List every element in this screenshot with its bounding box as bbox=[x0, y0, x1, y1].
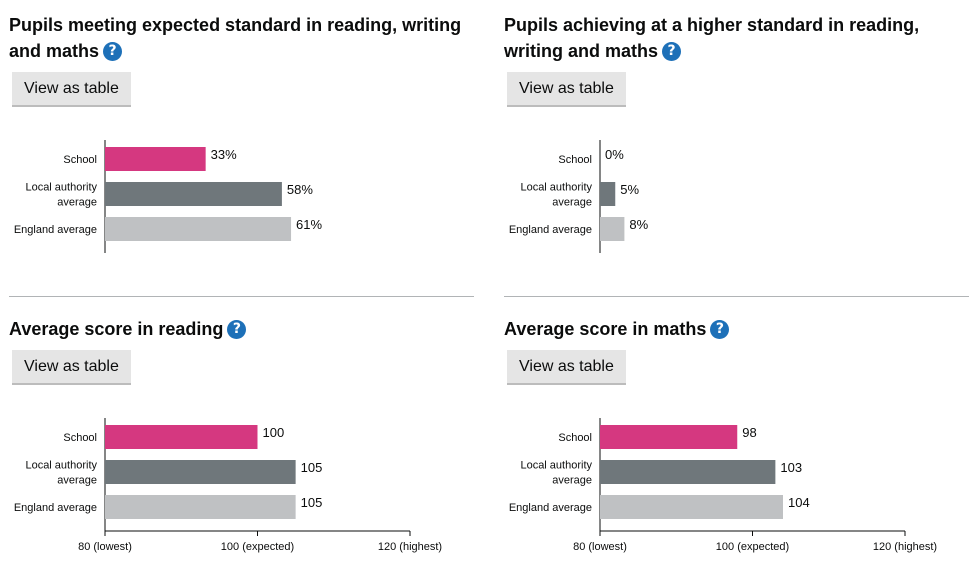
category-label-local-authority-average: Local authority average bbox=[520, 182, 592, 209]
bar-local-authority-average bbox=[600, 460, 776, 484]
bar-england-average bbox=[600, 495, 783, 519]
category-label-school: School bbox=[63, 432, 97, 444]
x-tick-label: 120 (highest) bbox=[378, 541, 442, 553]
category-label-england-average: England average bbox=[509, 502, 592, 514]
bar-school bbox=[105, 147, 206, 171]
category-label-local-authority-average: Local authority average bbox=[520, 460, 592, 487]
help-icon[interactable]: ? bbox=[227, 320, 247, 339]
chart-higher-standard: 0% School 5% Local authority average 8% Englan… bbox=[509, 140, 649, 253]
view-as-table-button[interactable]: View as table bbox=[12, 350, 131, 385]
divider bbox=[9, 296, 474, 297]
chart-average-reading: 100 School 105 Local authority average 105 Eng… bbox=[14, 418, 442, 553]
x-tick-label: 80 (lowest) bbox=[78, 541, 132, 553]
chart-average-maths: 98 School 103 Local authority average 104 Engl… bbox=[509, 418, 937, 553]
view-as-table-button[interactable]: View as table bbox=[12, 72, 131, 107]
data-label-school: 98 bbox=[742, 425, 756, 440]
bar-england-average bbox=[105, 495, 296, 519]
panel-title: Average score in reading? bbox=[9, 316, 247, 342]
bar-local-authority-average bbox=[600, 182, 616, 206]
category-label-local-authority-average: Local authority average bbox=[25, 460, 97, 487]
view-as-table-button[interactable]: View as table bbox=[507, 350, 626, 385]
panel-higher-standard: Pupils achieving at a higher standard in… bbox=[504, 12, 974, 272]
data-label-local-authority-average: 105 bbox=[301, 460, 323, 475]
category-label-school: School bbox=[558, 154, 592, 166]
divider bbox=[504, 296, 969, 297]
help-icon[interactable]: ? bbox=[662, 42, 682, 61]
bar-england-average bbox=[105, 217, 292, 241]
help-icon[interactable]: ? bbox=[103, 42, 123, 61]
panel-average-maths: Average score in maths? View as table bbox=[504, 316, 974, 396]
category-label-school: School bbox=[558, 432, 592, 444]
category-label-school: School bbox=[63, 154, 97, 166]
data-label-england-average: 61% bbox=[296, 217, 322, 232]
x-tick-label: 100 (expected) bbox=[716, 541, 789, 553]
bar-school bbox=[105, 425, 258, 449]
data-label-england-average: 104 bbox=[788, 495, 810, 510]
category-label-england-average: England average bbox=[14, 224, 97, 236]
category-label-local-authority-average: Local authority average bbox=[25, 182, 97, 209]
panel-average-reading: Average score in reading? View as table bbox=[9, 316, 479, 396]
data-label-school: 100 bbox=[263, 425, 285, 440]
data-label-local-authority-average: 103 bbox=[780, 460, 802, 475]
bar-local-authority-average bbox=[105, 460, 296, 484]
data-label-england-average: 105 bbox=[301, 495, 323, 510]
data-label-england-average: 8% bbox=[629, 217, 648, 232]
panel-title: Average score in maths? bbox=[504, 316, 730, 342]
category-label-england-average: England average bbox=[509, 224, 592, 236]
panel-expected-standard: Pupils meeting expected standard in read… bbox=[9, 12, 479, 272]
panel-title: Pupils meeting expected standard in read… bbox=[9, 15, 462, 61]
help-icon[interactable]: ? bbox=[710, 320, 730, 339]
bar-school bbox=[600, 425, 738, 449]
category-label-england-average: England average bbox=[14, 502, 97, 514]
x-tick-label: 80 (lowest) bbox=[573, 541, 627, 553]
chart-expected-standard: 33% School 58% Local authority average 61% Eng… bbox=[14, 140, 323, 253]
data-label-school: 0% bbox=[605, 147, 624, 162]
data-label-school: 33% bbox=[211, 147, 237, 162]
bar-local-authority-average bbox=[105, 182, 282, 206]
data-label-local-authority-average: 58% bbox=[287, 182, 313, 197]
x-tick-label: 100 (expected) bbox=[221, 541, 294, 553]
panel-title: Pupils achieving at a higher standard in… bbox=[504, 15, 920, 61]
data-label-local-authority-average: 5% bbox=[620, 182, 639, 197]
view-as-table-button[interactable]: View as table bbox=[507, 72, 626, 107]
bar-england-average bbox=[600, 217, 625, 241]
x-tick-label: 120 (highest) bbox=[873, 541, 937, 553]
